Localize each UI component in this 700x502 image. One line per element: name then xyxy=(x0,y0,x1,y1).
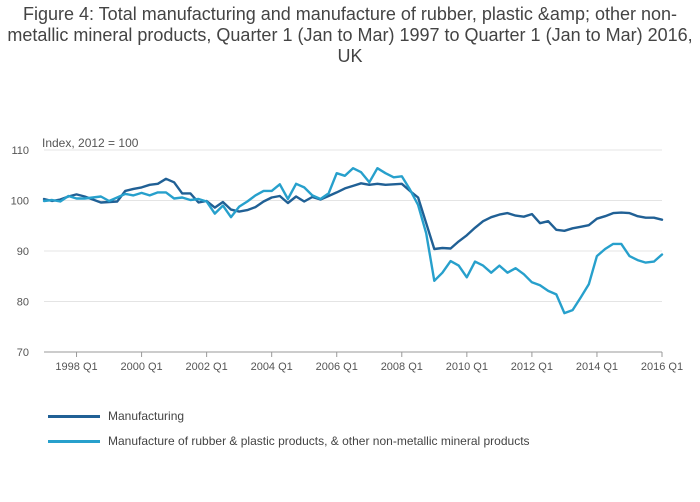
y-tick-label: 80 xyxy=(17,297,29,309)
legend-swatch-rubber-plastic xyxy=(48,439,100,443)
x-tick-label: 2010 Q1 xyxy=(446,361,488,373)
series-line-manufacturing xyxy=(42,177,664,251)
legend-item-manufacturing: Manufacturing xyxy=(48,409,184,423)
x-tick-label: 2000 Q1 xyxy=(120,361,162,373)
y-tick-label: 70 xyxy=(17,347,29,359)
x-tick-label: 2016 Q1 xyxy=(641,361,683,373)
y-tick-label: 100 xyxy=(11,196,29,208)
x-tick-label: 2008 Q1 xyxy=(381,361,423,373)
y-tick-label: 90 xyxy=(17,246,29,258)
series-lines xyxy=(42,166,664,315)
y-axis-ticks: 70 80 90 100 110 xyxy=(11,145,29,359)
legend-item-rubber-plastic: Manufacture of rubber & plastic products… xyxy=(48,434,530,448)
x-tick-label: 2004 Q1 xyxy=(251,361,293,373)
x-tick-label: 2002 Q1 xyxy=(186,361,228,373)
legend-label-manufacturing: Manufacturing xyxy=(108,409,185,423)
series-line-rubber-plastic xyxy=(42,166,664,315)
x-tick-label: 1998 Q1 xyxy=(55,361,97,373)
y-axis-units-label: Index, 2012 = 100 xyxy=(42,136,139,150)
legend-swatch-manufacturing xyxy=(48,414,100,418)
y-tick-label: 110 xyxy=(11,145,29,157)
x-axis: 1998 Q1 2000 Q1 2002 Q1 2004 Q1 2006 Q1 2008 … xyxy=(44,351,683,373)
x-tick-label: 2012 Q1 xyxy=(511,361,553,373)
chart-title: Figure 4: Total manufacturing and manufa… xyxy=(7,4,693,66)
legend-label-rubber-plastic: Manufacture of rubber & plastic products… xyxy=(108,434,530,448)
gridlines xyxy=(44,149,662,353)
x-tick-label: 2006 Q1 xyxy=(316,361,358,373)
x-tick-label: 2014 Q1 xyxy=(576,361,618,373)
